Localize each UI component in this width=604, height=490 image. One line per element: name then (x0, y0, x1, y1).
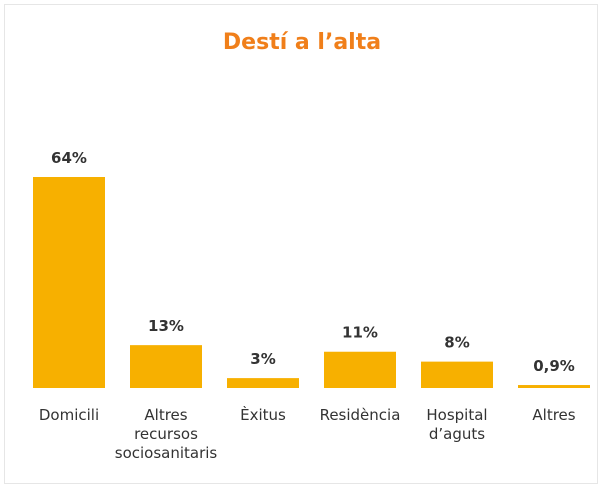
category-label: Èxitus (240, 406, 286, 424)
category-label: Altres recursos sociosanitaris (114, 406, 218, 462)
bar (421, 361, 493, 388)
category-label: Altres (532, 406, 576, 424)
bar (227, 378, 299, 388)
value-label: 11% (342, 324, 378, 342)
value-label: 64% (51, 149, 87, 167)
value-label: 8% (444, 334, 469, 352)
category-label: Hospital d’aguts (426, 406, 488, 443)
bar (130, 345, 202, 388)
bar (324, 351, 396, 388)
category-label: Domicili (38, 406, 100, 424)
bar (518, 385, 590, 388)
bar (33, 177, 105, 388)
value-label: 13% (148, 317, 184, 335)
value-label: 0,9% (533, 357, 575, 375)
card (4, 4, 598, 484)
chart-title: Destí a l’alta (222, 30, 382, 55)
category-label: Residència (319, 406, 401, 424)
value-label: 3% (250, 350, 275, 368)
